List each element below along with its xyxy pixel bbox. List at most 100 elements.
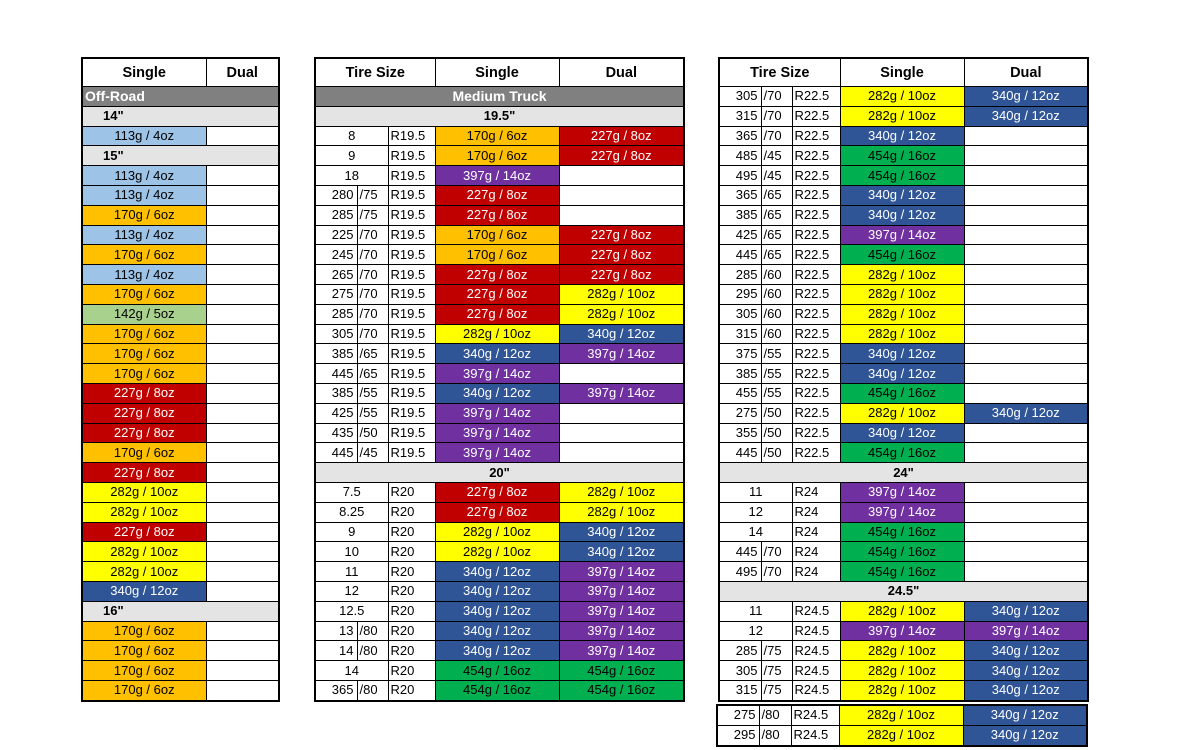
- single-weight: 227g / 8oz: [434, 501, 560, 523]
- tire-width: 495: [718, 165, 762, 186]
- tire-ratio: /70: [760, 541, 793, 563]
- table-row: 170g / 6oz: [81, 679, 280, 702]
- rim-size: R22.5: [791, 184, 841, 206]
- tire-width: 9: [314, 521, 389, 543]
- dual-weight: [963, 125, 1089, 147]
- dual-weight: 227g / 8oz: [558, 145, 685, 167]
- table-row: 285/60 R22.5 282g / 10oz: [718, 264, 1089, 285]
- header-row: Single Dual: [81, 57, 280, 87]
- tire-width: 275: [718, 402, 762, 424]
- table-row: 227g / 8oz: [81, 382, 280, 404]
- tire-ratio: /50: [356, 422, 389, 444]
- dual-weight: [963, 303, 1089, 325]
- tire-ratio: /80: [356, 640, 389, 662]
- tire-ratio: /45: [760, 145, 793, 167]
- tire-ratio: /50: [760, 442, 793, 464]
- table-row: 12 R24.5 397g / 14oz 397g / 14oz: [718, 620, 1089, 642]
- section-row: 15": [82, 145, 279, 167]
- single-weight: 340g / 12oz: [434, 640, 560, 662]
- single-weight: 454g / 16oz: [839, 244, 965, 266]
- single-weight: 170g / 6oz: [81, 640, 207, 662]
- single-weight: 397g / 14oz: [839, 481, 965, 503]
- single-weight: 454g / 16oz: [839, 521, 965, 543]
- rim-size: R19.5: [387, 382, 436, 404]
- section-row: 24": [719, 462, 1089, 483]
- dual-weight: [205, 382, 280, 404]
- dual-weight: 397g / 14oz: [558, 382, 685, 404]
- tire-width: 445: [314, 442, 358, 464]
- single-weight: 340g / 12oz: [839, 125, 965, 147]
- rim-size: R19.5: [387, 422, 436, 444]
- single-weight: 340g / 12oz: [434, 382, 560, 404]
- single-weight: 454g / 16oz: [434, 679, 560, 702]
- single-weight: 282g / 10oz: [839, 105, 965, 127]
- section-row: 19.5": [315, 105, 685, 127]
- single-weight: 282g / 10oz: [839, 86, 965, 107]
- rim-size: R22.5: [791, 125, 841, 147]
- tire-width: 280: [314, 184, 358, 206]
- table-row: 365/70 R22.5 340g / 12oz: [718, 125, 1089, 147]
- rim-size: R20: [387, 541, 436, 563]
- single-weight: 282g / 10oz: [81, 481, 207, 503]
- tire-width: 425: [314, 402, 358, 424]
- rim-size: R22.5: [791, 283, 841, 305]
- rim-size: R19.5: [387, 244, 436, 266]
- dual-weight: [558, 363, 685, 384]
- dual-weight: [205, 125, 280, 147]
- tire-width: 295: [716, 724, 760, 747]
- tire-width: 12: [718, 501, 793, 523]
- single-weight: 170g / 6oz: [81, 204, 207, 226]
- dual-weight: [963, 224, 1089, 246]
- table-row: 8 R19.5 170g / 6oz 227g / 8oz: [314, 125, 685, 147]
- single-weight: 397g / 14oz: [434, 422, 560, 444]
- table-row: 285/70 R19.5 227g / 8oz 282g / 10oz: [314, 303, 685, 325]
- single-weight: 454g / 16oz: [839, 541, 965, 563]
- dual-weight: [963, 264, 1089, 285]
- dual-weight: [963, 244, 1089, 266]
- dual-weight: 340g / 12oz: [963, 679, 1089, 702]
- dual-weight: 340g / 12oz: [962, 704, 1088, 726]
- tire-width: 445: [718, 244, 762, 266]
- single-weight: 282g / 10oz: [81, 501, 207, 523]
- table-row: 495/45 R22.5 454g / 16oz: [718, 165, 1089, 186]
- dual-weight: 340g / 12oz: [558, 323, 685, 345]
- dual-weight: [558, 402, 685, 424]
- table-row: 295/80 R24.5 282g / 10oz 340g / 12oz: [716, 724, 1088, 747]
- tire-width: 375: [718, 343, 762, 365]
- rim-size: R19.5: [387, 204, 436, 226]
- rim-size: R22.5: [791, 86, 841, 107]
- table-row: 14 R24 454g / 16oz: [718, 521, 1089, 543]
- table-row: 13/80 R20 340g / 12oz 397g / 14oz: [314, 620, 685, 642]
- tire-width: 305: [718, 303, 762, 325]
- single-weight: 227g / 8oz: [434, 481, 560, 503]
- column-header-dual: Dual: [558, 57, 685, 87]
- table-row: 485/45 R22.5 454g / 16oz: [718, 145, 1089, 167]
- tire-width: 295: [718, 283, 762, 305]
- dual-weight: [963, 501, 1089, 523]
- single-weight: 282g / 10oz: [839, 303, 965, 325]
- rim-size: R20: [387, 640, 436, 662]
- single-weight: 282g / 10oz: [81, 541, 207, 563]
- dual-weight: [963, 184, 1089, 206]
- tire-width: 485: [718, 145, 762, 167]
- tire-width: 385: [314, 382, 358, 404]
- table-row: 385/55 R22.5 340g / 12oz: [718, 363, 1089, 384]
- section-row: 24.5": [719, 580, 1089, 602]
- single-weight: 282g / 10oz: [434, 521, 560, 543]
- rim-size: R20: [387, 561, 436, 582]
- tire-width: 445: [718, 541, 762, 563]
- tire-ratio: /65: [356, 363, 389, 384]
- dual-weight: [963, 541, 1089, 563]
- tire-ratio: /45: [356, 442, 389, 464]
- single-weight: 340g / 12oz: [434, 343, 560, 365]
- dual-weight: 397g / 14oz: [558, 620, 685, 642]
- tire-ratio: /55: [760, 382, 793, 404]
- tire-ratio: /70: [760, 125, 793, 147]
- tire-width: 285: [314, 303, 358, 325]
- dual-weight: [558, 422, 685, 444]
- table-row: 305/60 R22.5 282g / 10oz: [718, 303, 1089, 325]
- table-row: 11 R24 397g / 14oz: [718, 481, 1089, 503]
- dual-weight: [205, 323, 280, 345]
- table-row: 170g / 6oz: [81, 323, 280, 345]
- column-header-tire-size: Tire Size: [718, 57, 841, 87]
